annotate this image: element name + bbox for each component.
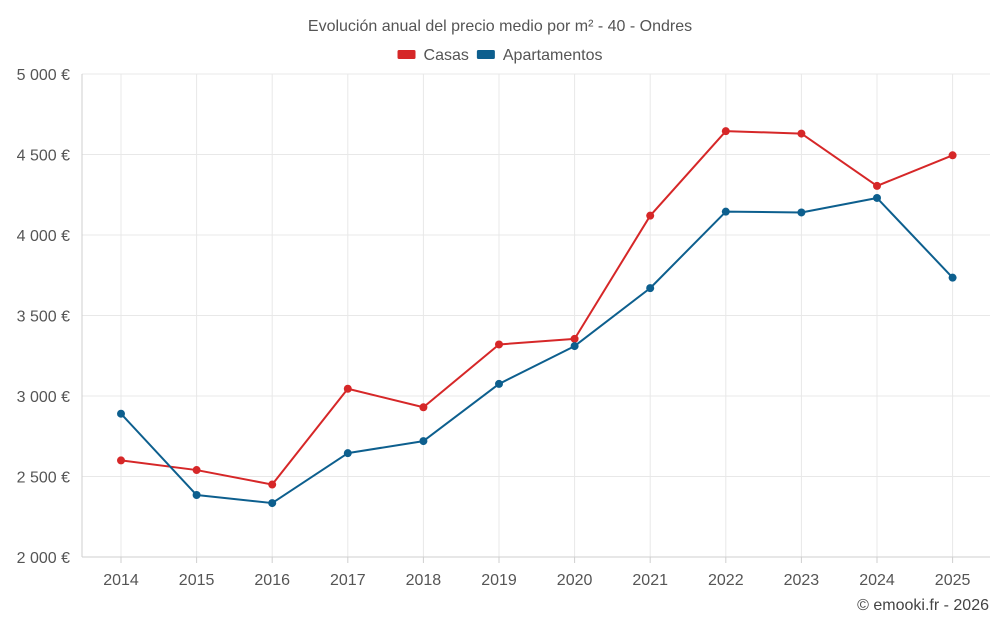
legend-item[interactable]: Apartamentos [476, 47, 603, 64]
x-tick-label: 2021 [632, 572, 668, 589]
data-point[interactable] [873, 181, 881, 190]
x-tick-label: 2018 [406, 572, 442, 589]
data-point[interactable] [419, 403, 428, 412]
x-tick-label: 2016 [254, 572, 290, 589]
data-point[interactable] [495, 379, 503, 388]
legend-label: Apartamentos [503, 47, 603, 64]
series-layer [117, 127, 957, 508]
legend-label: Casas [424, 47, 469, 64]
data-point[interactable] [721, 207, 730, 216]
series-apartamentos [117, 193, 957, 508]
credit-text: © emooki.fr - 2026 [857, 597, 989, 614]
y-tick-label: 5 000 € [17, 67, 70, 84]
data-point[interactable] [419, 437, 428, 446]
data-point[interactable] [646, 284, 655, 293]
data-point[interactable] [268, 480, 277, 489]
data-point[interactable] [721, 127, 730, 136]
data-point[interactable] [646, 211, 655, 220]
data-point[interactable] [948, 151, 957, 160]
legend-item[interactable]: Casas [397, 47, 469, 64]
data-point[interactable] [495, 340, 503, 349]
data-point[interactable] [117, 409, 125, 418]
data-point[interactable] [117, 456, 125, 465]
data-point[interactable] [343, 449, 352, 458]
data-point[interactable] [192, 466, 201, 475]
x-tick-label: 2019 [481, 572, 517, 589]
y-tick-label: 3 000 € [17, 389, 70, 406]
data-point[interactable] [797, 129, 806, 138]
data-point[interactable] [570, 342, 579, 351]
y-tick-label: 4 000 € [17, 228, 70, 245]
data-point[interactable] [343, 384, 352, 393]
chart-title: Evolución anual del precio medio por m² … [308, 18, 692, 35]
data-point[interactable] [873, 193, 881, 202]
data-point[interactable] [948, 273, 957, 282]
data-point[interactable] [268, 499, 277, 508]
data-point[interactable] [192, 491, 201, 500]
series-line [120, 196, 954, 505]
x-tick-label: 2020 [557, 572, 593, 589]
x-tick-label: 2024 [859, 572, 895, 589]
series-line [120, 130, 953, 486]
x-axis: 2014 2015 2016 2017 2018 2019 2020 2021 2022 2023… [82, 556, 990, 589]
data-point[interactable] [570, 334, 579, 343]
x-tick-label: 2015 [179, 572, 215, 589]
data-point[interactable] [797, 208, 806, 217]
x-tick-label: 2023 [784, 572, 820, 589]
x-tick-label: 2022 [708, 572, 744, 589]
x-tick-label: 2014 [103, 572, 139, 589]
y-tick-label: 2 000 € [17, 550, 70, 567]
series-casas [117, 127, 957, 489]
grid [82, 73, 990, 558]
legend-swatch [476, 50, 495, 59]
y-tick-label: 4 500 € [17, 148, 70, 165]
legend: Casas Apartamentos [397, 47, 603, 64]
x-tick-label: 2025 [935, 572, 971, 589]
y-tick-label: 2 500 € [17, 470, 70, 487]
y-tick-label: 3 500 € [17, 309, 70, 326]
legend-swatch [397, 50, 416, 59]
y-axis: 2 000 € 2 500 € 3 000 € 3 500 € 4 000 € 4 500… [17, 67, 83, 567]
x-tick-label: 2017 [330, 572, 366, 589]
